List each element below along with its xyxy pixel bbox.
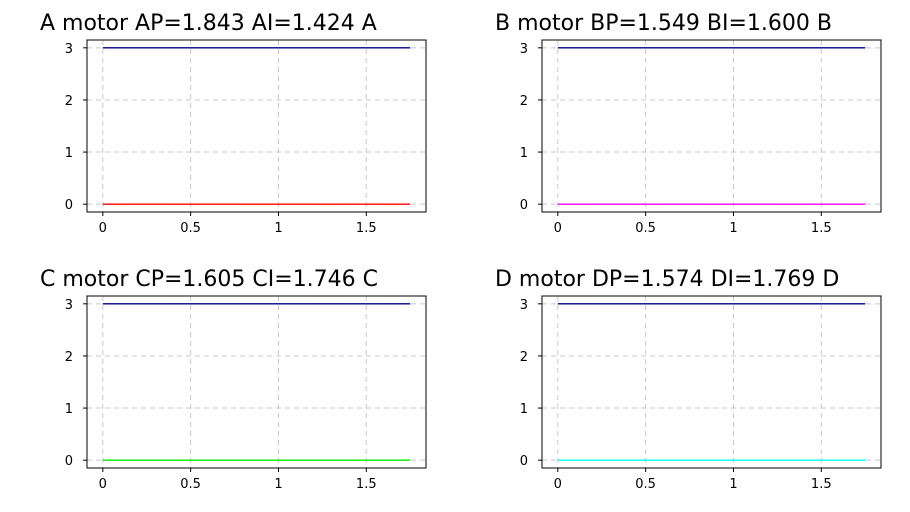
panel-a-xtick-label: 1 <box>274 221 282 236</box>
panel-b-xtick-label: 1 <box>729 221 737 236</box>
panel-c-title: C motor CP=1.605 CI=1.746 C <box>40 267 378 292</box>
panel-d-xtick-label: 1.5 <box>811 477 832 492</box>
panel-d-xtick-label: 1 <box>729 477 737 492</box>
panel-b-xtick-label: 0.5 <box>635 221 656 236</box>
panel-c-axes-frame <box>86 295 427 469</box>
panel-d-ytick-label: 3 <box>520 298 528 313</box>
panel-c-xtick-label: 1 <box>274 477 282 492</box>
panel-d-xtick-label: 0.5 <box>635 477 656 492</box>
panel-c-xtick-label: 0.5 <box>180 477 201 492</box>
panel-d-ytick-label: 2 <box>520 350 528 365</box>
panel-d: D motor DP=1.574 DI=1.769 D 0 0.5 1 1.5 0 1 2 3 <box>495 267 882 492</box>
panel-d-axes-frame <box>541 295 882 469</box>
panel-b: B motor BP=1.549 BI=1.600 B 0 0.5 1 1.5 0 1 2 3 <box>495 11 882 236</box>
panel-c-ytick-label: 2 <box>65 350 73 365</box>
panel-c-ytick-label: 1 <box>65 402 73 417</box>
panel-a-xtick-label: 1.5 <box>356 221 377 236</box>
panel-a: A motor AP=1.843 AI=1.424 A 0 0.5 1 1.5 0 1 2 3 <box>40 11 427 236</box>
panel-d-ytick-label: 0 <box>520 454 528 469</box>
panel-a-ytick-label: 3 <box>65 42 73 57</box>
panel-d-ytick-label: 1 <box>520 402 528 417</box>
panel-c-ytick-label: 3 <box>65 298 73 313</box>
panel-b-ytick-label: 0 <box>520 198 528 213</box>
panel-b-xtick-label: 1.5 <box>811 221 832 236</box>
panel-b-axes-frame <box>541 39 882 213</box>
panel-c: C motor CP=1.605 CI=1.746 C 0 0.5 1 1.5 0 1 2 3 <box>40 267 427 492</box>
panel-a-xtick-label: 0.5 <box>180 221 201 236</box>
panel-b-ytick-label: 1 <box>520 146 528 161</box>
panel-a-ytick-label: 1 <box>65 146 73 161</box>
panel-d-xtick-label: 0 <box>554 477 562 492</box>
panel-b-ytick-label: 3 <box>520 42 528 57</box>
panel-a-axes-frame <box>86 39 427 213</box>
panel-a-xtick-label: 0 <box>99 221 107 236</box>
panel-b-title: B motor BP=1.549 BI=1.600 B <box>495 11 832 36</box>
panel-d-title: D motor DP=1.574 DI=1.769 D <box>495 267 839 292</box>
panel-b-ytick-label: 2 <box>520 94 528 109</box>
panel-c-ytick-label: 0 <box>65 454 73 469</box>
panel-b-xtick-label: 0 <box>554 221 562 236</box>
panel-a-ytick-label: 2 <box>65 94 73 109</box>
panel-a-ytick-label: 0 <box>65 198 73 213</box>
panel-c-xtick-label: 1.5 <box>356 477 377 492</box>
panel-a-title: A motor AP=1.843 AI=1.424 A <box>40 11 377 36</box>
panel-c-xtick-label: 0 <box>99 477 107 492</box>
